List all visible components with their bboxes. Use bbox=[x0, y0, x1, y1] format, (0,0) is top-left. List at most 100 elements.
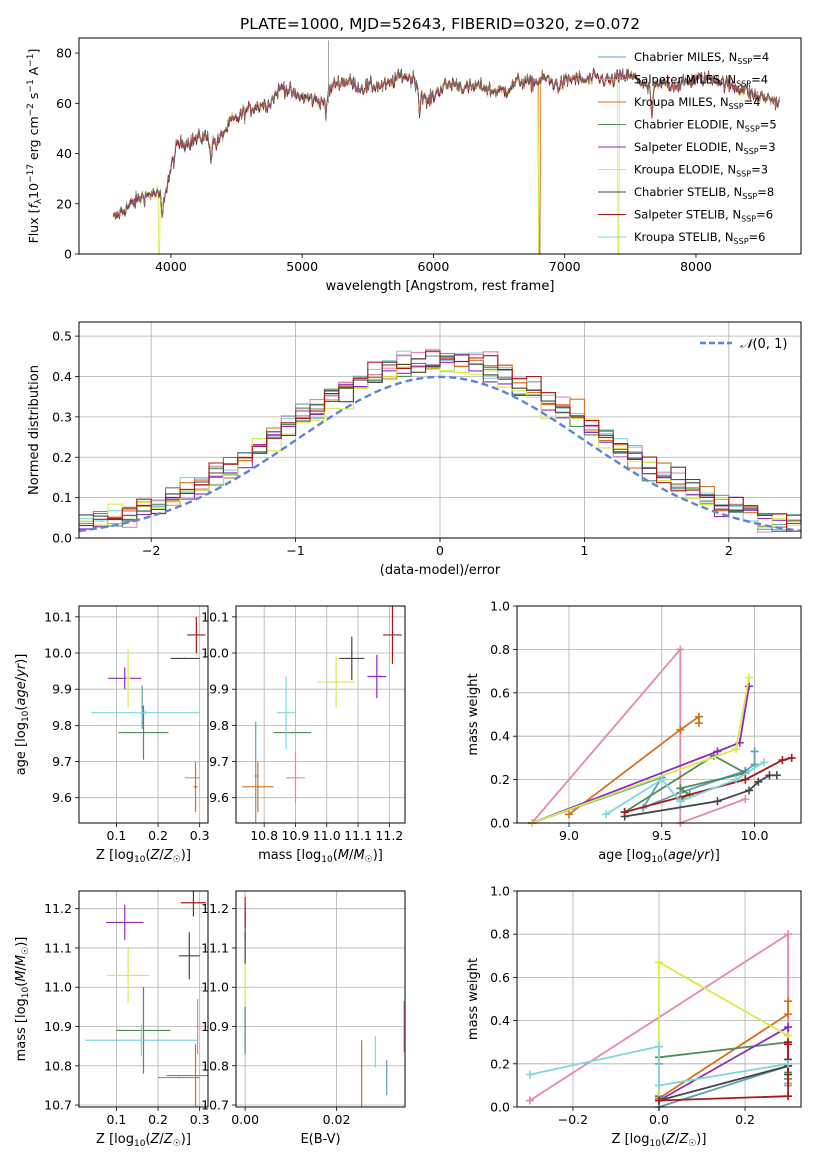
y-tick-label: 10.1 bbox=[201, 609, 229, 624]
y-tick-label: 9.8 bbox=[209, 718, 229, 733]
weight-series-6 bbox=[620, 771, 781, 821]
y-tick-label: 11.2 bbox=[201, 901, 229, 916]
weight-line bbox=[624, 757, 792, 813]
errorbar-1 bbox=[184, 777, 200, 779]
y-tick-label: 11.0 bbox=[201, 980, 229, 995]
weight-marker bbox=[676, 645, 685, 654]
legend-nssp: =3 bbox=[759, 140, 776, 154]
mass-vs-metallicity-panel: 0.1 0.2 0.3 10.7 10.8 10.9 11.0 11.1 11.2 Z [log… bbox=[14, 890, 210, 1149]
weight-marker bbox=[676, 797, 685, 806]
weight-vs-age-frame bbox=[516, 605, 802, 824]
errorbar-8 bbox=[91, 710, 200, 715]
legend-subscript: SSP bbox=[734, 237, 749, 246]
weight-series-7 bbox=[620, 753, 796, 817]
weight-marker bbox=[745, 786, 754, 795]
weight-vs-metallicity-lines bbox=[525, 930, 793, 1111]
x-tick-label: 0.1 bbox=[107, 1112, 127, 1127]
weight-marker bbox=[732, 775, 741, 784]
weight-marker bbox=[772, 771, 781, 780]
spectrum-panel: 4000 5000 6000 7000 8000 0 20 40 60 80 wavelength… bbox=[26, 37, 802, 294]
legend-subscript: SSP bbox=[736, 170, 751, 179]
spectrum-ticks: 4000 5000 6000 7000 8000 0 20 40 60 80 bbox=[56, 46, 712, 274]
x-tick-label: 0.2 bbox=[735, 1112, 755, 1127]
legend-nssp: =6 bbox=[756, 208, 773, 222]
y-tick-label: 11.1 bbox=[201, 940, 229, 955]
errorbar-0 bbox=[254, 721, 258, 823]
x-tick-label: 10.0 bbox=[741, 828, 769, 843]
y-tick-label: 9.9 bbox=[209, 682, 229, 697]
y-tick-label: 10.0 bbox=[201, 646, 229, 661]
age-vs-mass-grid bbox=[236, 606, 405, 823]
weight-marker bbox=[765, 771, 774, 780]
weight-vs-metallicity-xlabel: Z [log10(Z/Z☉)] bbox=[612, 1132, 707, 1149]
weight-marker bbox=[657, 775, 666, 784]
weight-marker bbox=[676, 725, 685, 734]
weight-series-2 bbox=[564, 712, 703, 819]
y-tick-label: 10.8 bbox=[44, 1058, 72, 1073]
mass-vs-metallicity-errorbars bbox=[85, 891, 208, 1107]
y-tick-label: 9.6 bbox=[209, 790, 229, 805]
y-tick-label: 40 bbox=[56, 146, 72, 161]
legend-model-name: Chabrier MILES, N bbox=[634, 50, 737, 64]
legend-model-name: Salpeter MILES, N bbox=[634, 73, 736, 87]
weight-line bbox=[531, 646, 746, 825]
age-vs-metallicity-grid bbox=[79, 606, 208, 823]
legend-model-name: Salpeter ELODIE, N bbox=[634, 140, 744, 154]
y-tick-label: 0.8 bbox=[490, 927, 510, 942]
y-tick-label: 20 bbox=[56, 196, 72, 211]
x-tick-label: 1 bbox=[580, 543, 588, 558]
x-tick-label: 10.8 bbox=[250, 828, 278, 843]
legend-label-7: Salpeter STELIB, NSSP=6 bbox=[634, 208, 773, 224]
mass-vs-ebv-panel: 0.00 0.02 10.7 10.8 10.9 11.0 11.1 11.2 E(B-V) bbox=[201, 890, 406, 1147]
weight-vs-age-lines bbox=[527, 645, 796, 827]
normal-curve bbox=[78, 375, 802, 533]
errorbar-5 bbox=[126, 649, 131, 708]
weight-marker bbox=[525, 1096, 534, 1105]
errorbar-4 bbox=[108, 667, 142, 690]
residuals-legend: 𝒩(0, 1) bbox=[700, 337, 787, 352]
y-tick-label: 9.9 bbox=[52, 682, 72, 697]
legend-subscript: SSP bbox=[745, 125, 760, 134]
errorbar-3 bbox=[118, 705, 169, 760]
weight-marker bbox=[784, 1038, 793, 1047]
weight-marker bbox=[784, 997, 793, 1006]
y-tick-label: 0.2 bbox=[490, 1056, 510, 1071]
mass-vs-ebv-grid bbox=[236, 891, 405, 1107]
errorbar-8 bbox=[85, 1024, 198, 1056]
weight-marker bbox=[784, 1023, 793, 1032]
weight-series-7 bbox=[655, 1038, 793, 1105]
errorbar-6 bbox=[170, 657, 200, 660]
errorbar-5 bbox=[107, 947, 149, 1003]
weight-marker bbox=[778, 756, 787, 765]
x-tick-label: 0.2 bbox=[148, 828, 168, 843]
x-tick-label: 4000 bbox=[155, 259, 187, 274]
weight-vs-age-xlabel: age [log10(age/yr)] bbox=[598, 848, 720, 865]
weight-series-8 bbox=[525, 1042, 793, 1090]
x-tick-label: 9.0 bbox=[559, 828, 579, 843]
x-tick-label: 11.0 bbox=[313, 828, 341, 843]
weight-line bbox=[531, 751, 756, 824]
weight-line bbox=[658, 1041, 789, 1097]
errorbar-7 bbox=[383, 606, 402, 664]
weight-vs-metallicity-ylabel: mass weight bbox=[466, 958, 481, 1040]
errorbar-8 bbox=[276, 676, 296, 749]
x-tick-label: 0.2 bbox=[148, 1112, 168, 1127]
errorbar-6 bbox=[178, 932, 200, 980]
errorbar-4 bbox=[367, 654, 387, 699]
residuals-histograms bbox=[78, 348, 802, 533]
x-tick-label: 10.9 bbox=[282, 828, 310, 843]
legend-label-4: Salpeter ELODIE, NSSP=3 bbox=[634, 140, 776, 156]
weight-marker bbox=[750, 747, 759, 756]
legend-label-2: Kroupa MILES, NSSP=4 bbox=[634, 95, 760, 111]
spectrum-xlabel: wavelength [Angstrom, rest frame] bbox=[326, 279, 555, 294]
y-tick-label: 0.4 bbox=[490, 729, 510, 744]
errorbar-1 bbox=[195, 999, 200, 1054]
x-tick-label: 0.02 bbox=[323, 1112, 351, 1127]
weight-marker bbox=[676, 784, 685, 793]
residuals-frame bbox=[78, 321, 802, 539]
mass-vs-ebv-frame bbox=[235, 890, 406, 1108]
weight-marker bbox=[784, 1010, 793, 1019]
errorbar-0 bbox=[158, 1076, 200, 1079]
spectrum-frame bbox=[78, 37, 802, 255]
